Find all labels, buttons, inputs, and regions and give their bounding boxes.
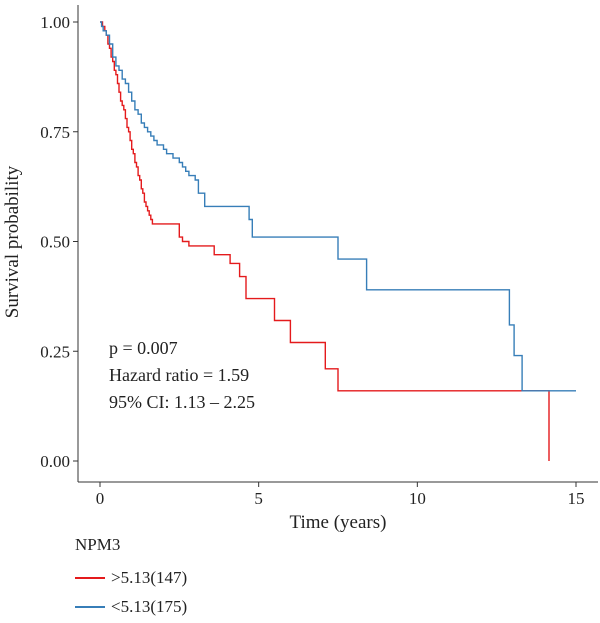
y-axis-label: Survival probability xyxy=(2,165,23,318)
y-tick-label: 0.25 xyxy=(40,342,70,361)
legend-title: NPM3 xyxy=(75,535,121,554)
survival-curve-low xyxy=(100,21,576,392)
x-tick-label: 5 xyxy=(254,489,263,508)
x-tick-label: 10 xyxy=(409,489,426,508)
chart-axes: 0.00 0.25 0.50 0.75 1.00 0 5 10 15 xyxy=(40,5,598,508)
y-tick-label: 0.00 xyxy=(40,452,70,471)
y-tick-label: 0.75 xyxy=(40,123,70,142)
legend-key-low xyxy=(75,606,105,608)
x-tick-label: 0 xyxy=(96,489,105,508)
survival-curve-high xyxy=(100,21,550,461)
y-tick-label: 1.00 xyxy=(40,13,70,32)
p-value-annotation: p = 0.007 xyxy=(109,338,178,358)
legend-label-high: >5.13(147) xyxy=(111,568,188,587)
legend-key-high xyxy=(75,577,105,579)
chart-marks xyxy=(100,21,576,461)
hazard-ratio-annotation: Hazard ratio = 1.59 xyxy=(109,365,249,385)
x-tick-label: 15 xyxy=(568,489,585,508)
legend-item-low: <5.13(175) xyxy=(75,596,187,618)
legend-label-low: <5.13(175) xyxy=(111,597,188,616)
legend-item-high: >5.13(147) xyxy=(75,567,187,589)
y-tick-label: 0.50 xyxy=(40,233,70,252)
x-axis-label: Time (years) xyxy=(290,512,387,533)
ci-annotation: 95% CI: 1.13 – 2.25 xyxy=(109,392,255,412)
